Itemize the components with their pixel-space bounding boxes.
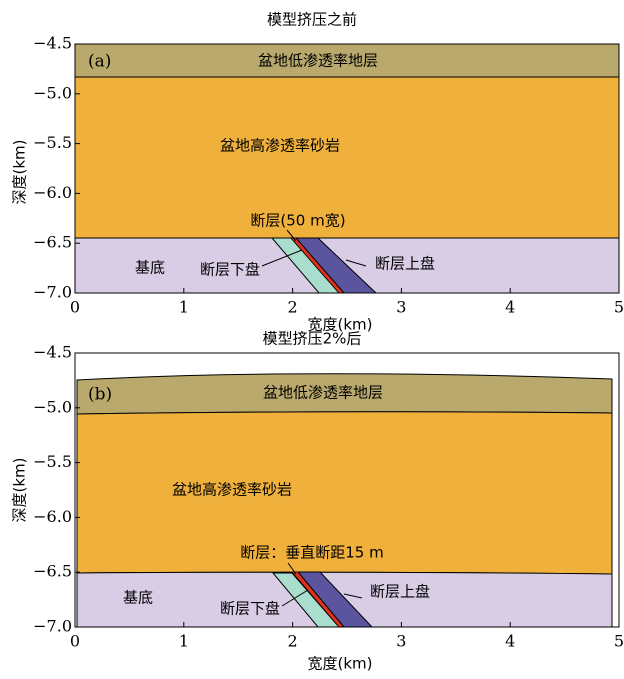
x-tick-label: 1 — [179, 298, 189, 317]
x-tick-label: 5 — [614, 298, 624, 317]
x-tick-label: 3 — [396, 298, 406, 317]
region-label: 盆地低渗透率地层 — [263, 384, 383, 402]
panel-label: (a) — [88, 52, 111, 72]
region-label: 断层下盘 — [200, 261, 260, 279]
region-label: 盆地高渗透率砂岩 — [172, 481, 292, 499]
region-label: 基底 — [123, 589, 153, 607]
region-label: 盆地低渗透率地层 — [258, 52, 378, 70]
y-tick-label: −5.5 — [33, 452, 72, 471]
panel-a: 模型挤压之前 (a) 盆地低渗透率地层 盆地高渗透率砂岩 基底 断层下盘 断层上… — [11, 11, 620, 334]
y-tick-label: −6.5 — [33, 233, 72, 252]
y-axis-label: 深度(km) — [11, 139, 29, 204]
y-tick-label: −5.0 — [33, 83, 72, 102]
y-tick-label: −7.0 — [33, 617, 72, 636]
sandstone — [75, 77, 619, 238]
region-label: 基底 — [135, 259, 165, 277]
x-tick-label: 2 — [288, 298, 298, 317]
region-label: 断层(50 m宽) — [250, 212, 345, 230]
figure: 模型挤压之前 (a) 盆地低渗透率地层 盆地高渗透率砂岩 基底 断层下盘 断层上… — [0, 0, 624, 675]
panel-title: 模型挤压2%后 — [263, 330, 362, 348]
region-label: 盆地高渗透率砂岩 — [220, 137, 340, 155]
y-tick-label: −4.5 — [33, 343, 72, 362]
panel-title: 模型挤压之前 — [267, 11, 357, 29]
region-label: 断层上盘 — [375, 255, 435, 273]
x-axis-label: 宽度(km) — [307, 655, 372, 673]
panel-label: (b) — [88, 385, 112, 405]
x-tick-label: 4 — [505, 298, 515, 317]
y-tick-label: −6.0 — [33, 507, 72, 526]
y-tick-label: −7.0 — [33, 283, 72, 302]
y-tick-label: −6.5 — [33, 562, 72, 581]
panel-b: 模型挤压2%后 (b) 盆地低渗透率地层 盆地高渗透率砂岩 基底 断层下盘 断层… — [11, 330, 620, 673]
y-tick-label: −6.0 — [33, 183, 72, 202]
x-tick-label: 4 — [505, 632, 515, 651]
x-tick-label: 3 — [396, 632, 406, 651]
y-axis-label: 深度(km) — [11, 457, 29, 522]
region-label: 断层下盘 — [220, 600, 280, 618]
region-label: 断层上盘 — [370, 583, 430, 601]
y-tick-label: −4.5 — [33, 34, 72, 53]
y-tick-label: −5.0 — [33, 397, 72, 416]
x-tick-label: 1 — [179, 632, 189, 651]
x-tick-label: 2 — [288, 632, 298, 651]
x-tick-label: 5 — [614, 632, 624, 651]
region-label: 断层：垂直断距15 m — [240, 544, 383, 562]
y-tick-label: −5.5 — [33, 133, 72, 152]
